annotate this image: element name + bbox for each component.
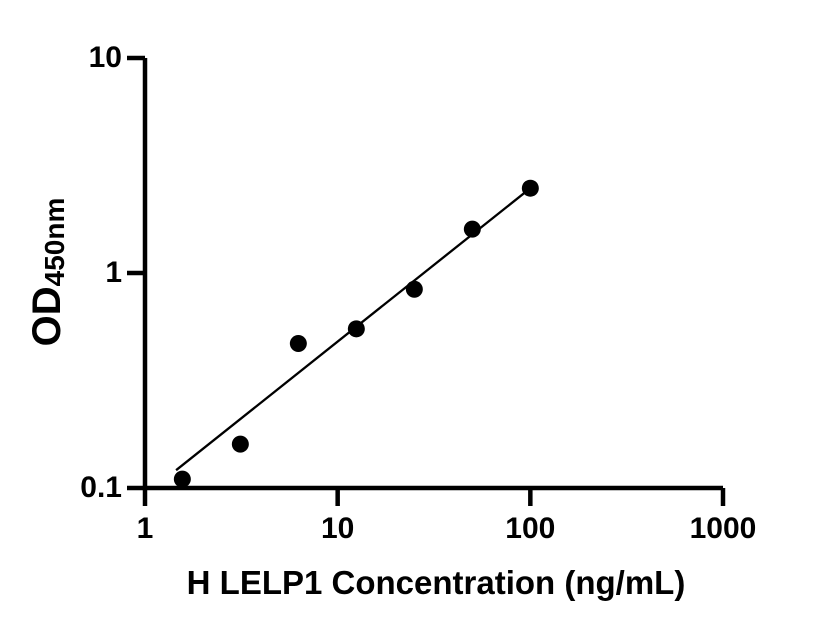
data-point: [231, 435, 249, 453]
y-axis-title: OD450nm: [25, 197, 70, 347]
x-tick-label: 1000: [689, 512, 757, 545]
axis-lines: [142, 58, 723, 491]
y-axis-title-main: OD: [25, 286, 69, 347]
x-tick-label: 10: [320, 512, 355, 545]
y-tick-label: 10: [88, 41, 122, 74]
x-tick-label: 1: [136, 512, 154, 545]
y-tick-label: 1: [105, 256, 122, 289]
x-tick-label: 100: [505, 512, 556, 545]
data-point: [289, 334, 307, 352]
data-point: [347, 320, 365, 338]
data-point: [405, 280, 423, 298]
y-axis-title-subscript: 450nm: [39, 197, 70, 287]
x-axis-title: H LELP1 Concentration (ng/mL): [186, 564, 686, 601]
data-point: [173, 470, 191, 488]
y-tick-label: 0.1: [80, 471, 122, 504]
data-point: [463, 220, 481, 238]
data-point: [521, 179, 539, 197]
